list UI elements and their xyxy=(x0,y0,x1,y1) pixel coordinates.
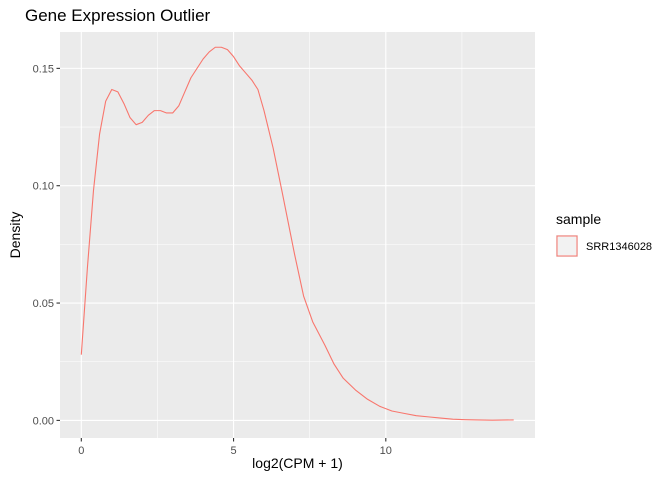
density-line-series-0 xyxy=(80,46,514,421)
major-gridlines xyxy=(60,32,535,438)
axis-ticks xyxy=(56,67,387,442)
x-axis-title: log2(CPM + 1) xyxy=(252,455,343,471)
y-tick-label: 0.00 xyxy=(33,415,54,427)
plot-panel xyxy=(60,32,535,438)
y-tick-label: 0.10 xyxy=(33,181,54,193)
minor-gridlines xyxy=(60,32,535,438)
legend-key-swatch xyxy=(556,235,578,257)
series-layer xyxy=(80,46,514,421)
y-axis-title: Density xyxy=(7,212,23,259)
axis-tick-labels: 0 5 10 0.00 0.05 0.10 0.15 xyxy=(33,63,392,457)
x-tick-label: 10 xyxy=(380,445,392,457)
x-tick-label: 0 xyxy=(78,445,84,457)
chart-title: Gene Expression Outlier xyxy=(25,6,211,25)
legend: sample SRR1346028 xyxy=(556,211,652,257)
y-tick-label: 0.05 xyxy=(33,298,54,310)
x-tick-label: 5 xyxy=(230,445,236,457)
y-tick-label: 0.15 xyxy=(33,63,54,75)
legend-title: sample xyxy=(556,211,601,227)
legend-label-series: SRR1346028 xyxy=(586,241,652,253)
